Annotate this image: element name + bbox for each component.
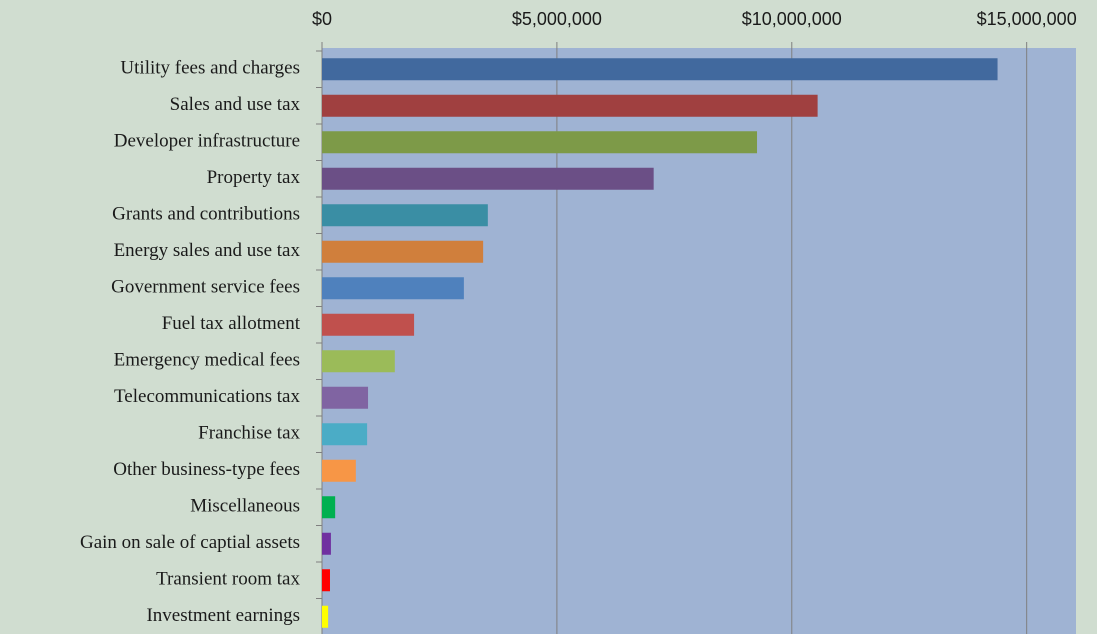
bar bbox=[322, 532, 331, 555]
y-tick-label: Transient room tax bbox=[156, 569, 300, 590]
y-tick-label: Fuel tax allotment bbox=[162, 313, 301, 334]
y-tick-label: Emergency medical fees bbox=[114, 350, 300, 371]
bar bbox=[322, 313, 415, 336]
y-tick-label: Government service fees bbox=[111, 277, 300, 298]
y-tick-label: Miscellaneous bbox=[190, 496, 300, 517]
y-tick-label: Investment earnings bbox=[146, 605, 300, 626]
bar bbox=[322, 569, 330, 592]
bar bbox=[322, 496, 336, 519]
y-tick-label: Telecommunications tax bbox=[114, 386, 300, 407]
bar bbox=[322, 277, 464, 300]
y-tick-label: Utility fees and charges bbox=[120, 58, 300, 79]
x-tick-label: $10,000,000 bbox=[742, 9, 842, 29]
bar bbox=[322, 167, 654, 190]
bar bbox=[322, 204, 488, 227]
bar bbox=[322, 240, 484, 263]
bar bbox=[322, 58, 998, 81]
bar bbox=[322, 94, 818, 117]
bar bbox=[322, 350, 395, 373]
y-tick-label: Energy sales and use tax bbox=[114, 240, 301, 261]
y-tick-label: Other business-type fees bbox=[113, 459, 300, 480]
y-tick-label: Developer infrastructure bbox=[114, 131, 300, 152]
y-tick-label: Gain on sale of captial assets bbox=[80, 532, 300, 553]
bar bbox=[322, 386, 369, 409]
x-tick-label: $0 bbox=[312, 9, 332, 29]
y-tick-label: Property tax bbox=[207, 167, 301, 188]
y-tick-label: Sales and use tax bbox=[170, 94, 301, 115]
bar bbox=[322, 131, 758, 154]
y-tick-label: Grants and contributions bbox=[112, 204, 300, 225]
bar bbox=[322, 423, 368, 446]
bar bbox=[322, 605, 329, 628]
bar bbox=[322, 459, 356, 482]
x-tick-label: $15,000,000 bbox=[977, 9, 1077, 29]
y-tick-label: Franchise tax bbox=[198, 423, 300, 444]
x-tick-label: $5,000,000 bbox=[512, 9, 602, 29]
